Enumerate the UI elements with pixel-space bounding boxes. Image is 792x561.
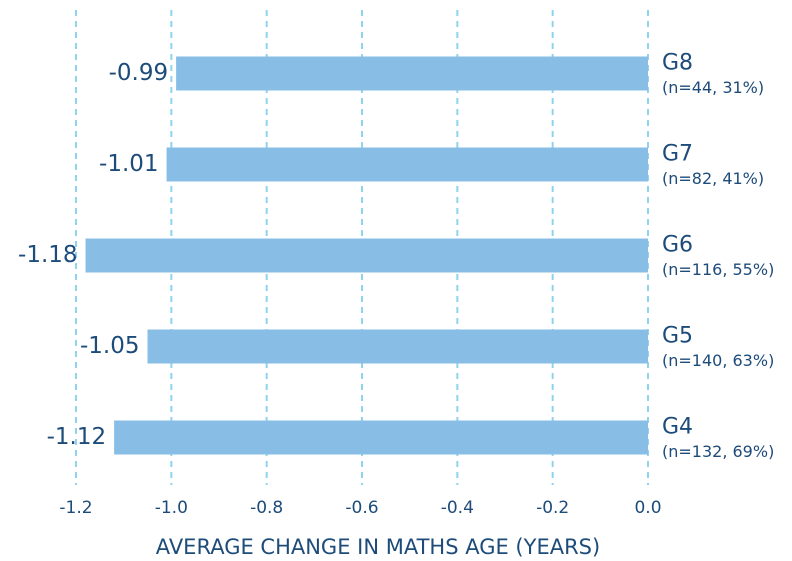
value-label: -1.12 [47, 424, 107, 450]
value-label: -1.05 [80, 333, 140, 359]
x-tick-label: -0.4 [441, 498, 474, 518]
x-tick-label: -0.2 [536, 498, 569, 518]
bar [114, 420, 649, 455]
category-label: G6 [662, 233, 693, 258]
category-note: (n=132, 69%) [662, 442, 774, 461]
category-note: (n=116, 55%) [662, 260, 774, 279]
value-label: -0.99 [109, 60, 169, 86]
bar [85, 238, 649, 273]
x-axis-title: AVERAGE CHANGE IN MATHS AGE (YEARS) [156, 535, 600, 559]
category-label: G4 [662, 415, 693, 440]
category-label: G5 [662, 324, 693, 349]
x-tick-label: -1.0 [155, 498, 188, 518]
x-tick-label: -0.8 [250, 498, 283, 518]
value-label: -1.01 [99, 151, 159, 177]
x-tick-label: -0.6 [345, 498, 378, 518]
bar [176, 56, 648, 91]
category-label: G7 [662, 142, 693, 167]
category-note: (n=140, 63%) [662, 351, 774, 370]
x-tick-label: -1.2 [59, 498, 92, 518]
category-label: G8 [662, 51, 693, 76]
bar [166, 147, 649, 182]
category-note: (n=44, 31%) [662, 78, 764, 97]
bar [147, 329, 648, 364]
category-note: (n=82, 41%) [662, 169, 764, 188]
value-label: -1.18 [18, 242, 78, 268]
x-tick-label: 0.0 [634, 498, 661, 518]
